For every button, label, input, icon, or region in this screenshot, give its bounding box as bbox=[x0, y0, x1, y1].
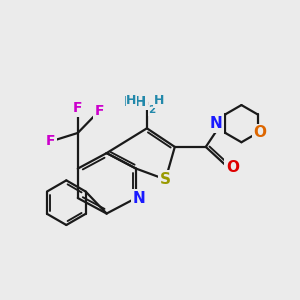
Text: O: O bbox=[254, 125, 266, 140]
Text: H: H bbox=[126, 94, 136, 107]
Text: H: H bbox=[154, 94, 164, 107]
Text: S: S bbox=[160, 172, 171, 187]
Text: O: O bbox=[226, 160, 239, 175]
Text: F: F bbox=[73, 101, 82, 115]
Text: F: F bbox=[95, 104, 104, 118]
Text: N: N bbox=[209, 116, 222, 131]
Text: 2: 2 bbox=[148, 105, 155, 115]
Text: NH: NH bbox=[124, 95, 147, 109]
Text: N: N bbox=[133, 190, 146, 206]
Text: F: F bbox=[46, 134, 55, 148]
